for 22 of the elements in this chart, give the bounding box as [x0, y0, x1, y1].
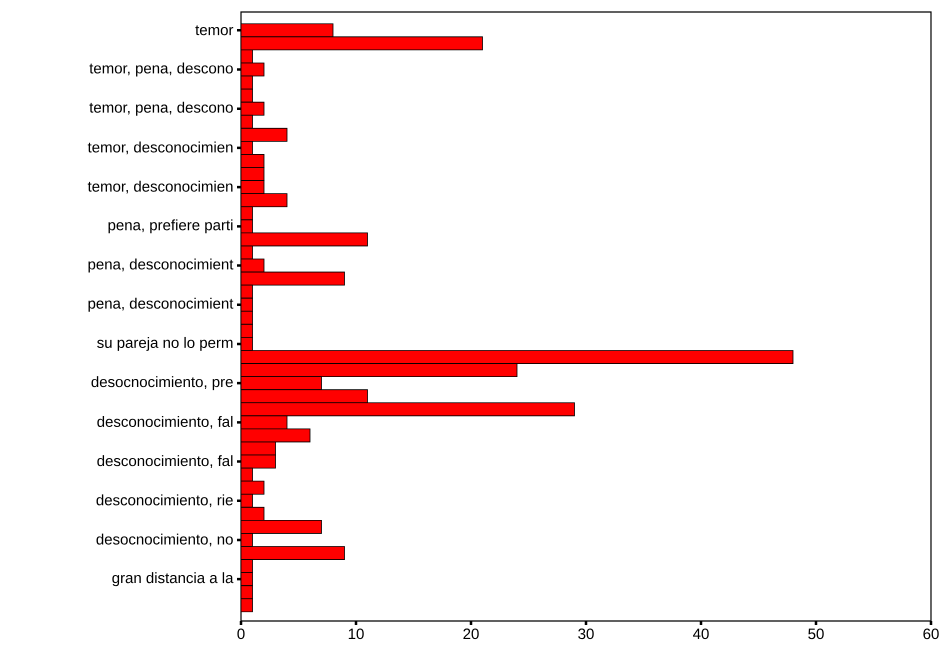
x-tick-label: 0 [237, 628, 245, 640]
y-tick-label: temor, pena, descono [89, 102, 233, 116]
y-tick-label: pena, desconocimient [88, 258, 234, 273]
y-tick-label: desconocimiento, rie [96, 494, 233, 508]
x-tick-label: 60 [923, 628, 939, 640]
y-tick-label: desocnocimiento, pre [92, 376, 233, 390]
x-tick-label: 40 [693, 628, 709, 640]
y-tick-label: temor, desconocimien [88, 142, 232, 154]
y-tick-label: temor, pena, descono [89, 62, 233, 76]
x-tick-label: 30 [578, 628, 594, 640]
y-tick-label: temor [195, 25, 234, 36]
x-tick-label: 20 [463, 628, 479, 640]
y-tick-label: gran distancia a la [112, 572, 234, 586]
x-tick-label: 10 [348, 628, 364, 640]
y-tick-label: temor, desconocimien [88, 180, 232, 194]
y-tick-label: desocnocimiento, no [96, 534, 233, 546]
y-tick-label: pena, prefiere parti [108, 219, 232, 234]
x-tick-label: 50 [808, 628, 824, 640]
y-tick-label: pena, desconocimient [88, 298, 234, 312]
y-tick-label: su pareja no lo perm [97, 336, 232, 351]
y-tick-label: desconocimiento, fal [97, 455, 232, 468]
y-tick-label: desconocimiento, fal [97, 416, 232, 429]
